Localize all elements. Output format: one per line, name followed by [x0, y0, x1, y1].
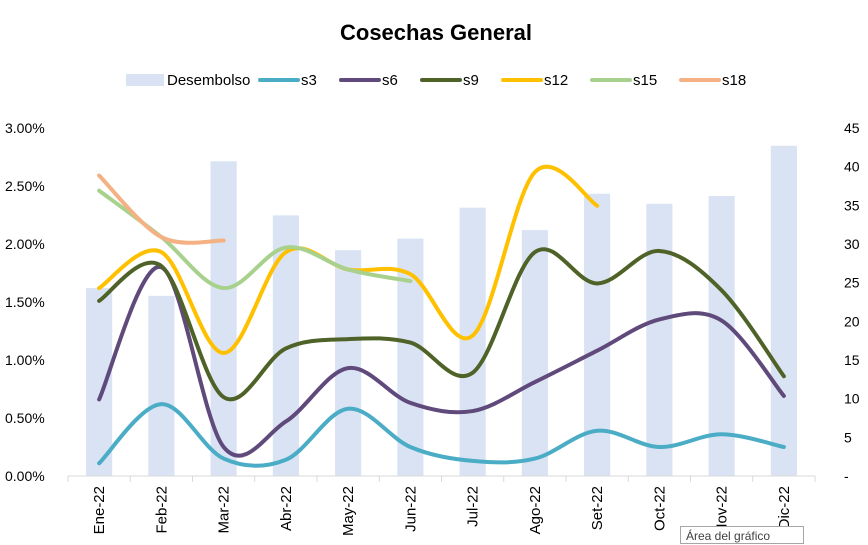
legend-label: s3 — [301, 72, 317, 89]
x-tick-label: Jun-22 — [402, 486, 419, 532]
y-right-tick-label: 10 — [844, 391, 860, 407]
x-tick-label: Abr-22 — [278, 486, 295, 531]
line-series-group — [97, 164, 786, 468]
line-series-s3 — [97, 402, 786, 468]
axes: 0.00% 0.50% 1.00% 1.50% 2.00% 2.50% 3.00% - 5 10 1… — [5, 120, 860, 536]
x-tick-label: Nov-22 — [714, 486, 731, 534]
legend-label: s9 — [463, 72, 479, 89]
chart-area-tooltip: Área del gráfico — [680, 526, 804, 544]
bar-series-desembolso — [86, 145, 797, 477]
legend-label: s18 — [722, 72, 746, 89]
x-tick-label: Feb-22 — [153, 486, 170, 534]
legend-label: s15 — [633, 72, 657, 89]
y-left-tick-label: 0.50% — [5, 410, 45, 426]
bar-jul-22 — [459, 207, 486, 477]
legend: Desembolso s3 s6 s9 s12 s15 s18 — [126, 72, 746, 89]
legend-label: s12 — [544, 72, 568, 89]
legend-label: s6 — [382, 72, 398, 89]
y-right-tick-label: 5 — [844, 429, 852, 445]
legend-swatch-desembolso — [126, 74, 164, 86]
y-right-tick-label: 25 — [844, 275, 860, 291]
y-left-tick-label: 3.00% — [5, 120, 45, 136]
y-left-tick-label: 0.00% — [5, 468, 45, 484]
line-series-s9 — [97, 247, 786, 402]
bar-ago-22 — [521, 230, 548, 476]
x-tick-label: Mar-22 — [216, 486, 233, 534]
y-right-tick-label: 30 — [844, 236, 860, 252]
legend-label: Desembolso — [167, 72, 250, 89]
bar-mar-22 — [210, 161, 237, 476]
y-right-tick-label: - — [844, 468, 849, 484]
x-tick-label: Oct-22 — [651, 486, 668, 531]
bar-may-22 — [335, 250, 362, 476]
x-tick-label: Set-22 — [589, 486, 606, 530]
y-left-tick-label: 2.00% — [5, 236, 45, 252]
bar-feb-22 — [148, 295, 175, 476]
chart-title: Cosechas General — [340, 20, 532, 45]
x-tick-label: Jul-22 — [465, 486, 482, 527]
y-right-tick-label: 15 — [844, 352, 860, 368]
bar-nov-22 — [708, 196, 735, 476]
bar-oct-22 — [646, 203, 673, 476]
x-tick-label: Ene-22 — [91, 486, 108, 534]
bar-ene-22 — [86, 288, 113, 476]
x-tick-label: May-22 — [340, 486, 357, 536]
y-right-tick-label: 40 — [844, 159, 860, 175]
y-left-tick-label: 1.00% — [5, 352, 45, 368]
line-series-s6 — [97, 265, 786, 458]
y-right-tick-label: 35 — [844, 197, 860, 213]
bar-dic-22 — [770, 145, 797, 476]
line-series-s15 — [97, 188, 413, 291]
y-left-tick-label: 2.50% — [5, 178, 45, 194]
line-series-s18 — [97, 173, 226, 245]
x-tick-label: Ago-22 — [527, 486, 544, 534]
y-right-tick-label: 20 — [844, 313, 860, 329]
y-right-tick-label: 45 — [844, 120, 860, 136]
y-left-tick-label: 1.50% — [5, 294, 45, 310]
x-tick-label: Dic-22 — [776, 486, 793, 529]
